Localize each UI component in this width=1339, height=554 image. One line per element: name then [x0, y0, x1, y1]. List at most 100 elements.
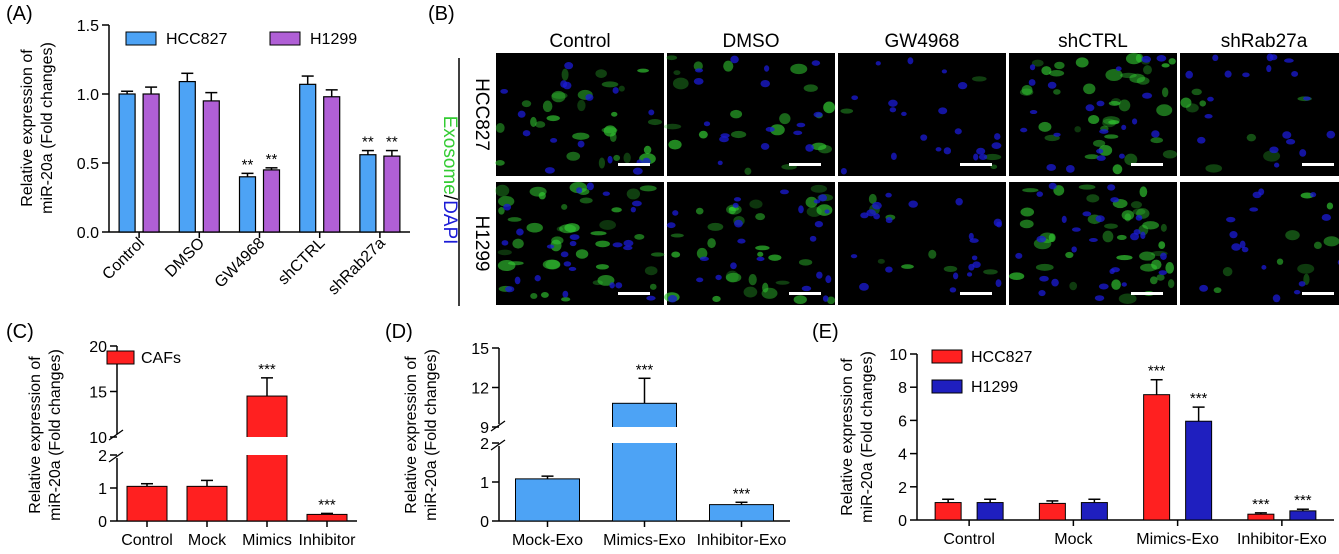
dapi-nucleus: [1239, 240, 1246, 249]
exosome-signal: [644, 266, 658, 276]
scale-bar: [1131, 292, 1163, 295]
dapi-nucleus: [756, 256, 765, 262]
dapi-nucleus: [1252, 191, 1262, 199]
exosome-signal: [1129, 73, 1146, 84]
dapi-nucleus: [632, 167, 643, 175]
dapi-nucleus: [560, 251, 569, 258]
dapi-nucleus: [693, 77, 704, 85]
dapi-nucleus: [1038, 289, 1046, 297]
dapi-nucleus: [560, 80, 568, 88]
axis-break-mark: [108, 429, 124, 441]
dapi-nucleus: [1303, 96, 1311, 101]
exosome-signal: [579, 197, 593, 204]
dapi-nucleus: [733, 197, 742, 202]
dapi-nucleus: [949, 287, 957, 293]
exosome-signal: [1053, 89, 1061, 95]
dapi-nucleus: [737, 238, 746, 244]
panel-label-c: (C): [6, 321, 34, 343]
dapi-nucleus: [1199, 284, 1209, 292]
dapi-nucleus: [562, 290, 569, 298]
dapi-nucleus: [885, 266, 893, 273]
exosome-signal: [551, 90, 566, 103]
dapi-nucleus: [1085, 104, 1095, 112]
x-tick-label: Inhibitor-Exo: [697, 532, 787, 549]
exosome-signal: [1132, 208, 1146, 216]
x-tick-label: Mimics: [242, 532, 292, 549]
dapi-nucleus: [516, 228, 524, 236]
dapi-nucleus: [612, 87, 619, 94]
y-tick-label: 4: [898, 447, 907, 464]
exosome-signal: [538, 191, 546, 200]
dapi-nucleus: [972, 261, 981, 268]
dapi-nucleus: [1274, 162, 1280, 168]
significance-label: **: [386, 134, 398, 151]
dapi-nucleus: [994, 133, 1001, 140]
bar-hcc827: [299, 83, 317, 233]
dapi-nucleus: [631, 200, 642, 207]
significance-label: ***: [318, 496, 336, 513]
dapi-nucleus: [805, 144, 814, 152]
exosome-signal: [757, 251, 764, 257]
dapi-nucleus: [1272, 294, 1281, 303]
exosome-signal: [535, 121, 546, 128]
dapi-nucleus: [873, 213, 880, 220]
exosome-signal: [507, 217, 522, 222]
exosome-signal: [1180, 97, 1192, 108]
exosome-signal: [805, 196, 818, 208]
exosome-signal: [530, 116, 537, 127]
exosome-signal: [598, 157, 606, 169]
dapi-nucleus: [576, 187, 583, 194]
exosome-signal: [1246, 133, 1257, 142]
micrograph-hcc827-shctrl: [1009, 53, 1178, 176]
y-axis-label: Relative expression of: [19, 49, 36, 207]
dapi-nucleus: [818, 194, 827, 202]
exosome-signal: [803, 84, 818, 92]
significance-label: ***: [636, 361, 654, 378]
y-tick-label: 0.0: [77, 225, 99, 242]
dapi-nucleus: [813, 111, 823, 118]
exosome-signal: [707, 238, 716, 249]
bar-hcc827: [178, 80, 196, 233]
exosome-signal: [498, 207, 505, 215]
exosome-signal: [577, 99, 586, 112]
y-axis-label: Relative expression of: [27, 356, 44, 514]
bar-hcc827: [1247, 513, 1275, 521]
stain-label-exosome: Exosome: [439, 116, 460, 195]
dapi-nucleus: [699, 256, 709, 262]
dapi-nucleus: [1096, 155, 1106, 161]
dapi-nucleus: [612, 242, 623, 248]
exosome-signal: [1019, 219, 1034, 229]
exosome-signal: [1102, 230, 1114, 243]
exosome-signal: [595, 69, 607, 78]
exosome-signal: [1139, 251, 1156, 261]
dapi-nucleus: [517, 110, 526, 118]
y-tick-label: 6: [898, 413, 907, 430]
dapi-nucleus: [866, 209, 876, 217]
exosome-signal: [650, 252, 665, 257]
exosome-signal: [877, 258, 885, 264]
exosome-signal: [1139, 186, 1148, 198]
exosome-signal: [512, 238, 524, 249]
dapi-nucleus: [1231, 243, 1241, 251]
legend-label: HCC827: [971, 349, 1032, 366]
micrograph-column-label: GW4968: [885, 31, 960, 52]
dapi-nucleus: [760, 142, 770, 150]
exosome-signal: [643, 145, 652, 154]
exosome-signal: [1160, 223, 1167, 232]
micrograph-background: [1180, 182, 1339, 305]
x-tick-label: Mock-Exo: [512, 532, 583, 549]
dapi-nucleus: [954, 128, 962, 135]
exosome-signal: [1150, 137, 1164, 144]
dapi-nucleus: [760, 79, 770, 88]
exosome-signal: [698, 130, 708, 139]
legend-label: CAFs: [141, 350, 181, 367]
exosome-signal: [768, 254, 782, 261]
exosome-signal: [1263, 150, 1281, 162]
y-tick-label: 1: [480, 475, 489, 492]
significance-label: ***: [1294, 492, 1312, 509]
significance-label: ***: [1190, 390, 1208, 407]
dapi-nucleus: [615, 282, 623, 289]
exosome-signal: [1031, 59, 1044, 67]
dapi-nucleus: [796, 122, 806, 128]
